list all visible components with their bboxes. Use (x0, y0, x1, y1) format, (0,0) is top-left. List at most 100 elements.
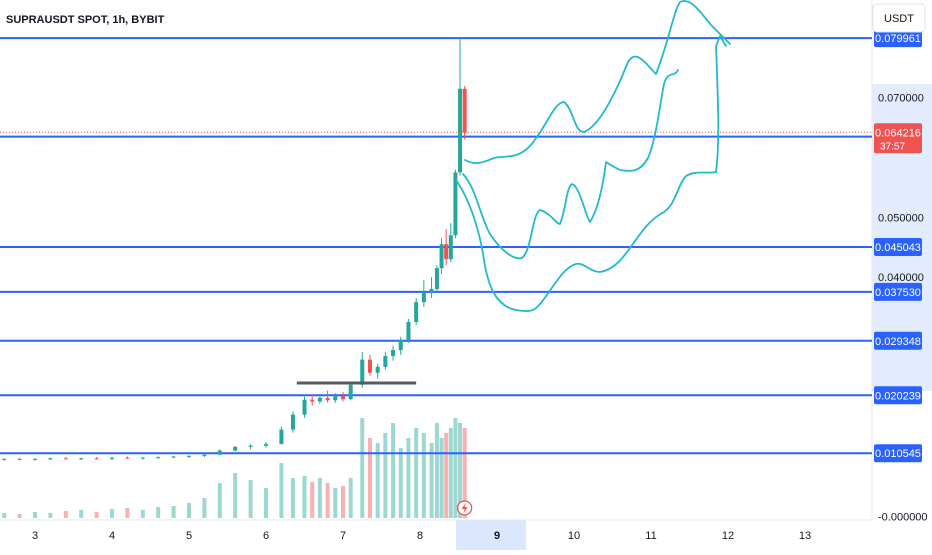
candle-body (317, 397, 322, 402)
candle (302, 396, 307, 418)
currency-label: USDT (884, 13, 914, 25)
volume-bar (17, 514, 22, 518)
level-label-text: 0.079961 (875, 33, 921, 45)
candle (421, 280, 426, 307)
volume-bar (341, 486, 345, 518)
candle (2, 458, 7, 461)
candle-body (187, 455, 191, 457)
flash-marker[interactable] (457, 500, 473, 516)
candle (217, 449, 222, 456)
candle-body (406, 321, 411, 340)
candle-body (341, 396, 345, 400)
time-axis-labels: 3 4 5 6 7 8 9 10 11 12 13 (32, 530, 811, 542)
candle-body (110, 457, 114, 459)
level-price-label: 0.010545 (874, 444, 922, 463)
candle-body (367, 359, 372, 373)
price-tick-label: -0.000000 (878, 511, 928, 523)
volume-bar (406, 438, 411, 518)
candle (453, 169, 458, 239)
lightning-icon (461, 503, 468, 513)
candle-body (429, 289, 434, 293)
volume-bar (187, 503, 191, 518)
volume-bar (290, 478, 295, 518)
candle-body (279, 429, 284, 444)
candle-body (233, 446, 238, 451)
volume-bar (79, 510, 84, 518)
volume-bar (279, 463, 284, 518)
volume-bar (458, 423, 463, 518)
projection-path-lower[interactable] (455, 171, 717, 312)
candle (414, 298, 419, 325)
countdown-text: 37:57 (880, 141, 905, 152)
volume-bar (264, 488, 268, 518)
candle (348, 381, 353, 401)
time-tick-label: 4 (109, 530, 115, 542)
candle (462, 85, 467, 140)
candle-body (2, 458, 7, 460)
candle (264, 442, 268, 448)
candle (63, 457, 68, 460)
level-label-box (874, 29, 922, 48)
volume-bar (2, 513, 7, 518)
candle-body (202, 454, 207, 456)
candle (233, 445, 238, 452)
volume-bar (360, 418, 365, 518)
volume-bar (383, 433, 388, 518)
projection-path-middle[interactable] (462, 69, 679, 260)
volume-bar (429, 443, 434, 518)
candle-body (448, 235, 453, 260)
volume-bar (171, 506, 176, 518)
level-label-box (874, 386, 922, 405)
level-label-box (874, 331, 922, 350)
price-tick-label: 0.070000 (878, 93, 924, 105)
currency-button[interactable]: USDT (872, 3, 926, 33)
volume-bar (110, 509, 114, 518)
time-tick-label: 10 (568, 530, 580, 542)
price-tick-label: 0.040000 (878, 272, 924, 284)
candle (156, 456, 161, 459)
candle (48, 457, 53, 461)
candle (33, 458, 37, 461)
candle-body (462, 88, 467, 133)
candle-body (325, 397, 330, 401)
volume-bar (63, 511, 68, 518)
candle-body (414, 302, 419, 322)
volume-bar (125, 508, 130, 518)
time-tick-label: 12 (722, 530, 734, 542)
candle-body (79, 458, 84, 460)
candle (429, 277, 434, 299)
candle (434, 265, 439, 293)
candle-body (453, 172, 458, 236)
projection-arrow[interactable] (715, 35, 727, 173)
time-tick-label: 7 (340, 530, 346, 542)
candle (375, 363, 380, 379)
candle-body (156, 457, 161, 459)
candle (248, 443, 253, 450)
candles (2, 37, 467, 461)
time-tick-label: 3 (32, 530, 38, 542)
volume-bar (317, 478, 322, 518)
volume-bar (348, 478, 353, 518)
volume-bar (217, 483, 222, 518)
candle (325, 390, 330, 403)
candle (202, 454, 207, 458)
candle (310, 393, 315, 406)
projection-path-upper[interactable] (464, 0, 731, 164)
candle (140, 457, 145, 460)
time-tick-label: 6 (263, 530, 269, 542)
time-axis-selection (456, 520, 526, 550)
candle (17, 457, 22, 461)
time-tick-label: 11 (645, 530, 656, 542)
current-price-box (874, 123, 922, 154)
level-label-text: 0.037530 (875, 287, 921, 299)
candle-body (458, 88, 463, 173)
candle (110, 457, 114, 461)
volume-bar (434, 423, 439, 518)
horizontal-levels[interactable] (0, 37, 872, 455)
time-tick-label: 8 (417, 530, 423, 542)
level-label-text: 0.045043 (875, 242, 921, 254)
volume-bar (444, 433, 449, 518)
volume-bar (302, 476, 307, 518)
